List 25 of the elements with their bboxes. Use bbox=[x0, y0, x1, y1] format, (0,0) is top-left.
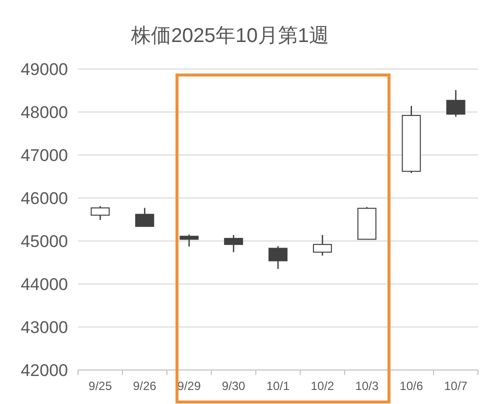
candlestick bbox=[224, 234, 244, 253]
y-tick-label: 47000 bbox=[20, 146, 68, 165]
y-tick-label: 43000 bbox=[20, 318, 68, 337]
y-tick-label: 49000 bbox=[20, 60, 68, 79]
x-tick-label: 10/7 bbox=[444, 379, 468, 393]
y-tick-label: 45000 bbox=[20, 232, 68, 251]
y-tick-label: 46000 bbox=[20, 189, 68, 208]
candlestick bbox=[135, 207, 154, 228]
x-tick-label: 10/2 bbox=[310, 379, 334, 393]
x-tick-label: 10/3 bbox=[355, 379, 379, 393]
candlestick bbox=[312, 234, 332, 256]
y-tick-label: 42000 bbox=[20, 361, 68, 380]
chart-title: 株価2025年10月第1週 bbox=[130, 25, 329, 47]
x-tick-label: 9/25 bbox=[88, 379, 112, 393]
x-tick-label: 9/30 bbox=[222, 379, 246, 393]
candlestick bbox=[268, 246, 288, 270]
candlestick bbox=[90, 206, 110, 221]
candlestick bbox=[180, 234, 199, 248]
y-tick-label: 48000 bbox=[20, 103, 68, 122]
x-tick-label: 10/6 bbox=[400, 379, 424, 393]
candlestick bbox=[446, 89, 466, 118]
x-tick-label: 9/29 bbox=[177, 379, 202, 393]
x-tick-label: 10/1 bbox=[266, 379, 290, 393]
y-tick-label: 44000 bbox=[20, 275, 68, 294]
x-tick-label: 9/26 bbox=[132, 379, 157, 393]
